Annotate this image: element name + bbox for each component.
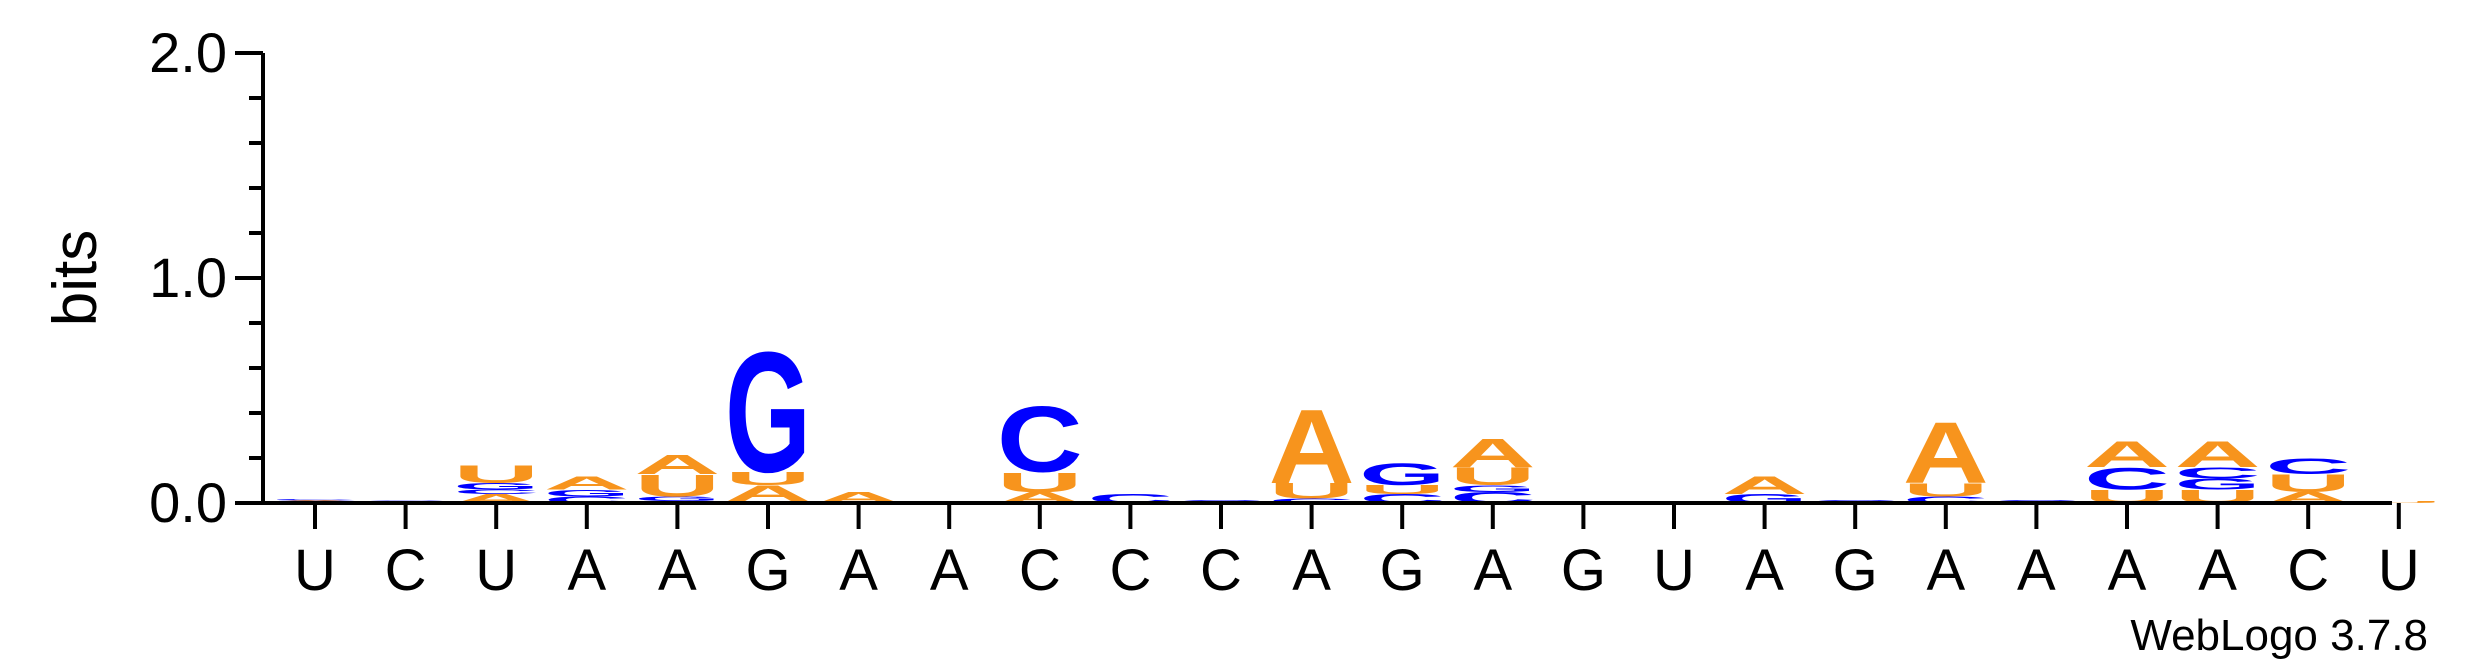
x-tick-label: U	[294, 538, 336, 603]
logo-letter-u: U	[997, 467, 1083, 498]
logo-letter-c: C	[2084, 462, 2170, 497]
logo-letter-u: U	[453, 460, 539, 488]
y-axis-label: bits	[41, 230, 110, 326]
logo-letter-g: G	[453, 481, 539, 492]
logo-letter-u: U	[2265, 469, 2351, 497]
x-tick-label: A	[930, 538, 969, 603]
x-tick-label: G	[1833, 538, 1878, 603]
y-tick-label: 2.0	[149, 21, 227, 84]
x-tick-label: A	[2017, 538, 2056, 603]
x-tick-label: A	[2108, 538, 2147, 603]
x-tick-label: G	[1380, 538, 1425, 603]
logo-letter-u: U	[1269, 479, 1355, 504]
logo-letter-g: G	[634, 495, 720, 502]
logo-letter-a: A	[1450, 430, 1536, 476]
logo-letter-u: U	[725, 468, 811, 489]
logo-letter-c: C	[453, 488, 539, 495]
logo-letter-a: A	[1903, 404, 1989, 502]
logo-letter-g: G	[544, 488, 630, 499]
logo-letter-u: U	[1450, 463, 1536, 491]
x-tick-label: A	[1473, 538, 1512, 603]
y-tick-label: 1.0	[149, 246, 227, 309]
logo-letter-u: U	[1903, 480, 1989, 501]
logo-letter-g: G	[1359, 457, 1445, 492]
logo-stacks: UACACACGUCGACGUACAUGAAUCCCCUACUGCGUACGAC…	[272, 316, 2442, 509]
logo-letter-a: A	[1269, 387, 1355, 506]
x-tick-label: C	[1109, 538, 1151, 603]
y-tick-label: 0.0	[149, 471, 227, 534]
x-tick-label: U	[475, 538, 517, 603]
logo-letter-c: C	[1903, 495, 1989, 505]
x-tick-label: A	[658, 538, 697, 603]
x-tick-label: A	[1926, 538, 1965, 603]
logo-letter-c: C	[1269, 497, 1355, 504]
logo-letter-u: U	[2356, 500, 2442, 503]
version-label: WebLogo 3.7.8	[2130, 611, 2428, 660]
x-tick-label: A	[1745, 538, 1784, 603]
x-tick-label: U	[1653, 538, 1695, 603]
logo-letter-c: C	[997, 387, 1083, 492]
x-tick-label: C	[2287, 538, 2329, 603]
x-tick-label: C	[385, 538, 427, 603]
logo-letter-u: U	[1359, 483, 1445, 497]
x-tick-label: G	[745, 538, 790, 603]
logo-letter-g: G	[2175, 475, 2261, 492]
logo-letter-c: C	[272, 499, 358, 501]
logo-letter-a: A	[1722, 472, 1808, 500]
logo-letter-c: C	[2175, 464, 2261, 481]
logo-letter-g: G	[725, 316, 811, 509]
logo-letter-a: A	[2084, 433, 2170, 475]
logo-letter-a: A	[634, 449, 720, 480]
logo-letter-a: A	[544, 473, 630, 494]
logo-letter-u: U	[634, 468, 720, 503]
x-tick-label: A	[839, 538, 878, 603]
x-tick-label: A	[2198, 538, 2237, 603]
x-tick-label: U	[2378, 538, 2420, 603]
logo-letter-c: C	[544, 495, 630, 505]
x-tick-label: G	[1561, 538, 1606, 603]
logo-letter-a: A	[2175, 433, 2261, 475]
x-tick-label: C	[1019, 538, 1061, 603]
logo-letter-c: C	[2265, 454, 2351, 479]
x-tick-label: A	[1292, 538, 1331, 603]
axes: bits WebLogo 3.7.8 0.01.02.0U C U A A G A A C C C A…	[41, 21, 2428, 660]
x-tick-label: A	[567, 538, 606, 603]
logo-letter-g: G	[1450, 483, 1536, 494]
x-tick-label: C	[1200, 538, 1242, 603]
